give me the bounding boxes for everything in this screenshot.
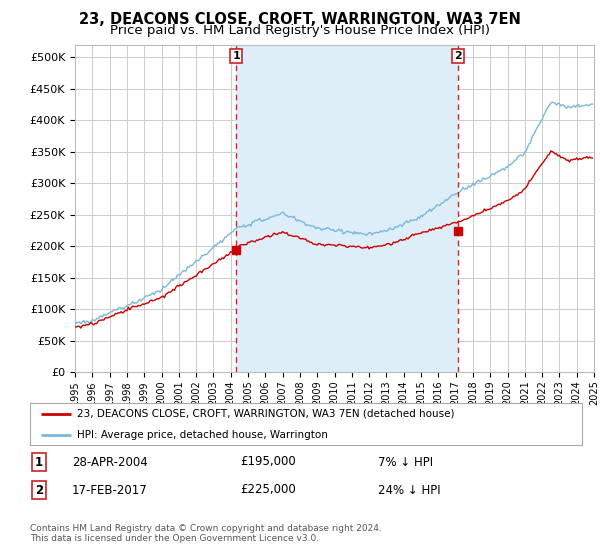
- Text: 28-APR-2004: 28-APR-2004: [72, 455, 148, 469]
- Text: 1: 1: [35, 455, 43, 469]
- Text: 7% ↓ HPI: 7% ↓ HPI: [378, 455, 433, 469]
- Text: 2: 2: [454, 51, 461, 61]
- Text: HPI: Average price, detached house, Warrington: HPI: Average price, detached house, Warr…: [77, 430, 328, 440]
- Text: £195,000: £195,000: [240, 455, 296, 469]
- Text: Contains HM Land Registry data © Crown copyright and database right 2024.
This d: Contains HM Land Registry data © Crown c…: [30, 524, 382, 543]
- Bar: [236, 45, 458, 372]
- Text: Price paid vs. HM Land Registry's House Price Index (HPI): Price paid vs. HM Land Registry's House …: [110, 24, 490, 37]
- Text: 17-FEB-2017: 17-FEB-2017: [72, 483, 148, 497]
- Text: 24% ↓ HPI: 24% ↓ HPI: [378, 483, 440, 497]
- Text: 1: 1: [232, 51, 240, 61]
- Text: 23, DEACONS CLOSE, CROFT, WARRINGTON, WA3 7EN: 23, DEACONS CLOSE, CROFT, WARRINGTON, WA…: [79, 12, 521, 27]
- Text: 2: 2: [35, 483, 43, 497]
- Text: 23, DEACONS CLOSE, CROFT, WARRINGTON, WA3 7EN (detached house): 23, DEACONS CLOSE, CROFT, WARRINGTON, WA…: [77, 409, 454, 419]
- Text: £225,000: £225,000: [240, 483, 296, 497]
